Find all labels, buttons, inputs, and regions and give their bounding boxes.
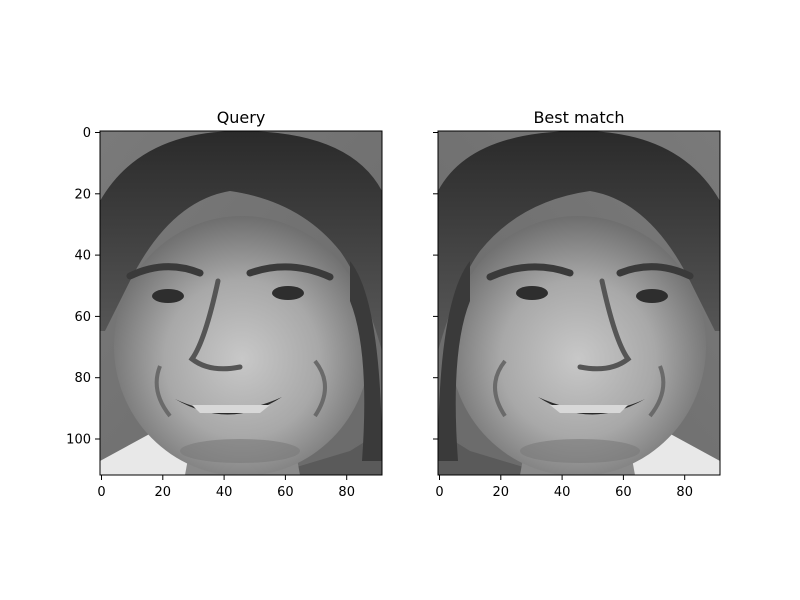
query-y-tick-label: 20 — [74, 187, 91, 202]
query-x-ticks: 0 20 40 60 80 — [97, 475, 355, 500]
query-y-tick-label: 100 — [66, 433, 91, 448]
best-match-title: Best match — [533, 108, 624, 127]
best-match-x-tick-label: 80 — [676, 485, 693, 500]
best-match-panel: Best match 0 20 40 60 80 — [433, 108, 721, 500]
query-y-ticks: 0 20 40 60 80 100 — [66, 126, 100, 448]
best-match-x-tick-label: 60 — [615, 485, 632, 500]
best-match-x-ticks: 0 20 40 60 80 — [435, 475, 693, 500]
query-x-tick-label: 60 — [277, 485, 294, 500]
best-match-x-tick-label: 40 — [554, 485, 571, 500]
query-x-tick-label: 80 — [338, 485, 355, 500]
query-axes-frame — [99, 130, 383, 476]
query-title: Query — [217, 108, 266, 127]
query-y-tick-label: 0 — [83, 126, 91, 141]
best-match-y-ticks — [433, 132, 438, 440]
best-match-x-tick-label: 20 — [493, 485, 510, 500]
query-y-tick-label: 40 — [74, 249, 91, 264]
best-match-axes-frame — [437, 130, 721, 476]
query-x-tick-label: 0 — [97, 485, 105, 500]
query-x-tick-label: 40 — [216, 485, 233, 500]
best-match-face-image — [438, 131, 720, 476]
query-y-tick-label: 60 — [74, 310, 91, 325]
query-x-tick-label: 20 — [155, 485, 172, 500]
query-y-tick-label: 80 — [74, 371, 91, 386]
query-panel: Query 0 20 40 60 80 0 20 40 — [66, 108, 383, 500]
query-face-image — [100, 131, 382, 476]
best-match-x-tick-label: 0 — [435, 485, 443, 500]
